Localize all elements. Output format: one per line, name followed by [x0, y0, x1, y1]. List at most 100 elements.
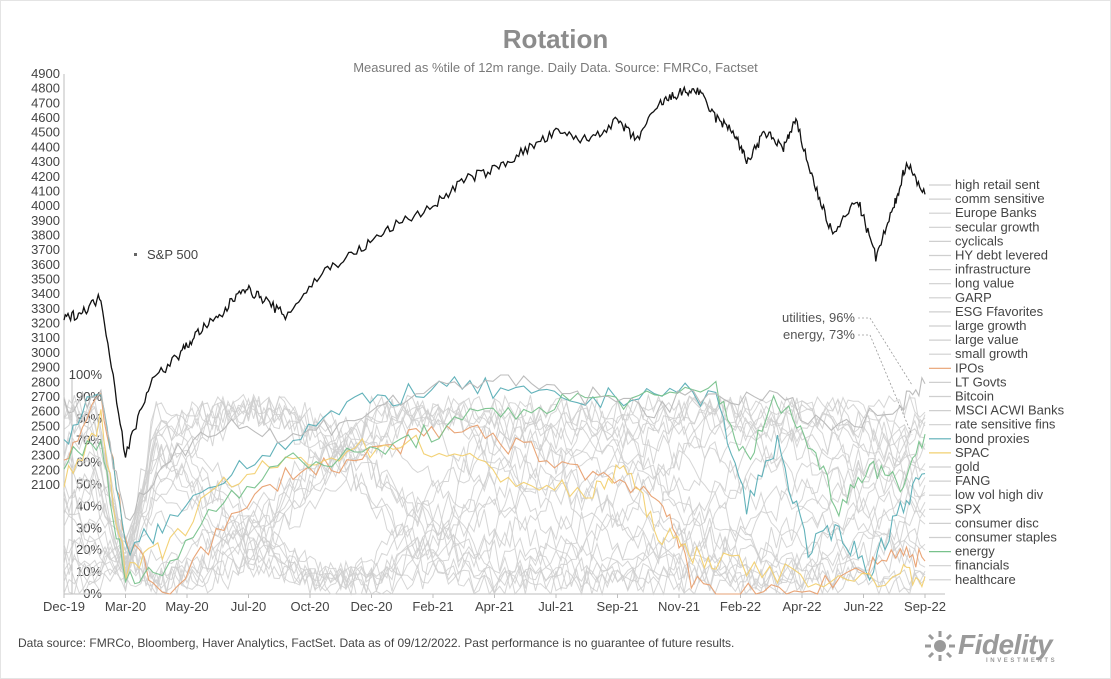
- legend-label: small growth: [955, 346, 1028, 361]
- series-line: [63, 396, 926, 592]
- x-axis: Dec-19 Mar-20 May-20 Jul-20 Oct-20 Dec-20 Feb-…: [43, 593, 946, 614]
- legend-label: Europe Banks: [955, 205, 1037, 220]
- series-line: [63, 397, 926, 595]
- legend-label: gold: [955, 459, 980, 474]
- left-tick-label: 3800: [31, 227, 60, 242]
- legend-label: Bitcoin: [955, 389, 994, 404]
- legend-label: comm sensitive: [955, 191, 1045, 206]
- left-tick-label: 4900: [31, 66, 60, 81]
- left-tick-label: 3900: [31, 213, 60, 228]
- series-line: [63, 393, 926, 596]
- series-line: [63, 394, 926, 596]
- footer-note: Data source: FMRCo, Bloomberg, Haver Ana…: [18, 636, 735, 650]
- left-tick-label: 3700: [31, 242, 60, 257]
- series-line: [63, 393, 926, 590]
- series-line: [63, 409, 926, 589]
- legend-label: GARP: [955, 290, 992, 305]
- legend-label: HY debt levered: [955, 248, 1048, 263]
- fidelity-wordmark: Fidelity: [958, 629, 1053, 660]
- legend-label: consumer staples: [955, 530, 1057, 545]
- fidelity-sunburst-icon: [925, 631, 955, 661]
- left-tick-label: 2500: [31, 418, 60, 433]
- series-line: [63, 394, 926, 594]
- left-tick-label: 4100: [31, 183, 60, 198]
- sp500-label: S&P 500: [147, 247, 198, 262]
- annotation-leader: [858, 334, 913, 436]
- series-line: [63, 375, 926, 582]
- x-tick-label: Sep-21: [597, 599, 639, 614]
- legend-label: rate sensitive fins: [955, 417, 1056, 432]
- annotation-leader: [858, 317, 913, 386]
- legend-label: SPAC: [955, 445, 989, 460]
- x-tick-label: Oct-20: [290, 599, 329, 614]
- x-tick-label: Jul-21: [538, 599, 573, 614]
- legend-label: large value: [955, 332, 1019, 347]
- left-tick-label: 4700: [31, 95, 60, 110]
- pct-tick-label: 100%: [69, 367, 103, 382]
- left-tick-label: 2700: [31, 389, 60, 404]
- left-tick-label: 4600: [31, 110, 60, 125]
- left-tick-label: 2100: [31, 477, 60, 492]
- series-line: [63, 393, 926, 593]
- series-line: [63, 392, 926, 595]
- legend-label: long value: [955, 276, 1014, 291]
- left-tick-label: 4400: [31, 139, 60, 154]
- legend-label: bond proxies: [955, 431, 1030, 446]
- left-tick-label: 3600: [31, 257, 60, 272]
- x-tick-label: Nov-21: [658, 599, 700, 614]
- left-tick-label: 2900: [31, 360, 60, 375]
- sp500-series: S&P 500: [63, 85, 926, 458]
- left-tick-label: 3000: [31, 345, 60, 360]
- left-tick-label: 4500: [31, 125, 60, 140]
- left-tick-label: 3100: [31, 330, 60, 345]
- legend-label: cyclicals: [955, 233, 1004, 248]
- legend-label: consumer disc: [955, 515, 1039, 530]
- legend-label: MSCI ACWI Banks: [955, 403, 1065, 418]
- left-tick-label: 2400: [31, 433, 60, 448]
- annotations: utilities, 96% energy, 73%: [782, 310, 913, 436]
- left-axis: 4900480047004600450044004300420041004000…: [31, 66, 65, 594]
- series-line: [63, 394, 926, 596]
- left-tick-label: 3400: [31, 286, 60, 301]
- left-tick-label: 3200: [31, 316, 60, 331]
- fidelity-subtitle: INVESTMENTS: [986, 658, 1058, 664]
- left-tick-label: 4300: [31, 154, 60, 169]
- left-tick-label: 2300: [31, 448, 60, 463]
- legend-label: ESG Ffavorites: [955, 304, 1044, 319]
- sp500-line: [63, 85, 926, 458]
- chart-subtitle: Measured as %tile of 12m range. Daily Da…: [353, 60, 758, 75]
- legend-label: large growth: [955, 318, 1027, 333]
- annotation-label: utilities, 96%: [782, 310, 855, 325]
- left-tick-label: 3300: [31, 301, 60, 316]
- left-tick-label: 3500: [31, 272, 60, 287]
- x-tick-label: Jun-22: [844, 599, 884, 614]
- highlighted-series: [63, 374, 926, 595]
- left-tick-label: 4200: [31, 169, 60, 184]
- x-tick-label: Mar-20: [105, 599, 146, 614]
- legend-label: low vol high div: [955, 487, 1044, 502]
- series-line: [63, 393, 926, 596]
- left-tick-label: 2200: [31, 462, 60, 477]
- x-tick-label: Dec-19: [43, 599, 85, 614]
- left-tick-label: 2800: [31, 374, 60, 389]
- legend-label: high retail sent: [955, 177, 1040, 192]
- sp500-marker: [134, 253, 137, 256]
- x-tick-label: Feb-22: [720, 599, 761, 614]
- legend-label: infrastructure: [955, 262, 1031, 277]
- background-series: [63, 393, 926, 596]
- legend-label: secular growth: [955, 219, 1040, 234]
- x-tick-label: Apr-22: [782, 599, 821, 614]
- legend-label: energy: [955, 544, 995, 559]
- x-tick-label: Dec-20: [351, 599, 393, 614]
- series-line: [63, 374, 926, 522]
- x-tick-label: Jul-20: [231, 599, 266, 614]
- legend-label: SPX: [955, 501, 981, 516]
- x-tick-label: Apr-21: [475, 599, 514, 614]
- series-line: [63, 395, 926, 596]
- legend-label: IPOs: [955, 360, 984, 375]
- legend-label: healthcare: [955, 572, 1016, 587]
- left-tick-label: 2600: [31, 404, 60, 419]
- left-tick-label: 4000: [31, 198, 60, 213]
- x-tick-label: Sep-22: [904, 599, 946, 614]
